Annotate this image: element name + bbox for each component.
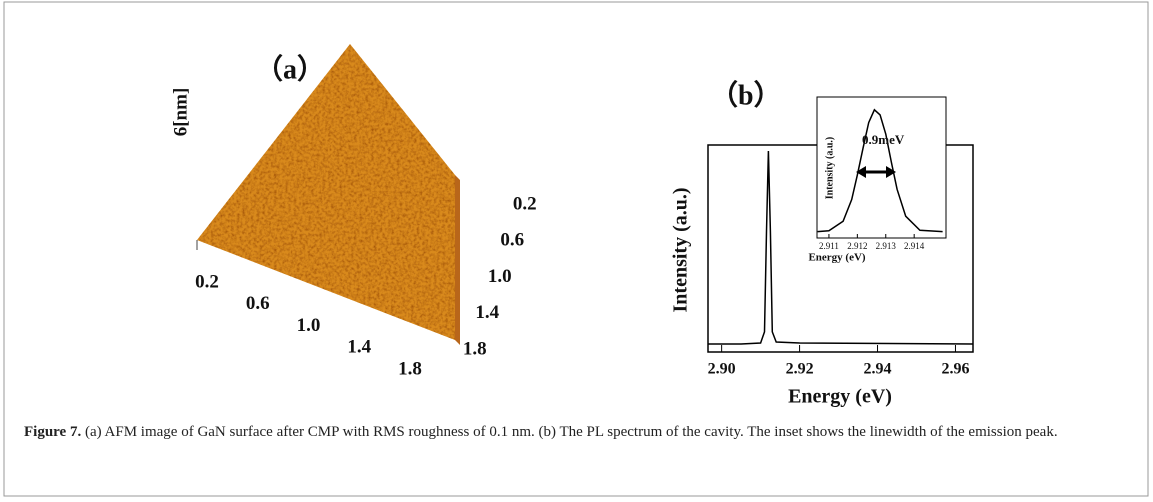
panel-label: （b） (710, 78, 782, 111)
y-tick-label: 0.6 (500, 230, 524, 251)
caption-label: Figure 7. (24, 424, 81, 440)
x-tick-label: 2.90 (708, 361, 736, 378)
y-tick-label: 0.2 (513, 193, 537, 214)
x-tick-label: 1.8 (398, 358, 422, 379)
x-tick-label: 2.92 (786, 361, 814, 378)
x-tick-label: 0.6 (246, 293, 270, 314)
x-tick-label: 2.912 (847, 241, 867, 251)
x-tick-label: 1.0 (297, 315, 321, 336)
surface-side (455, 175, 460, 345)
x-tick-label: 1.4 (347, 337, 371, 358)
y-axis-label: Intensity (a.u.) (670, 187, 692, 312)
surface (197, 44, 455, 340)
panel-label: （a） (255, 52, 325, 85)
x-tick-label: 2.913 (876, 241, 897, 251)
inset-y-label: Intensity (a.u.) (824, 137, 835, 200)
x-tick-label: 2.914 (904, 241, 925, 251)
caption: Figure 7. (a) AFM image of GaN surface a… (24, 422, 1134, 443)
x-tick-label: 2.96 (941, 361, 969, 378)
annotation: 0.9meV (862, 132, 905, 147)
x-axis-label: Energy (eV) (788, 386, 892, 408)
inset-x-label: Energy (eV) (808, 252, 865, 264)
x-tick-label: 2.94 (864, 361, 892, 378)
caption-text: (a) AFM image of GaN surface after CMP w… (85, 424, 1058, 440)
x-tick-label: 2.911 (819, 241, 839, 251)
afm-surface (197, 44, 460, 345)
z-label: 6[nm] (170, 88, 191, 137)
page: （a） 6[nm] （b） Energy (eV) Intensity (a.u… (0, 0, 1153, 502)
x-tick-label: 0.2 (195, 271, 219, 292)
y-tick-label: 1.4 (475, 302, 499, 323)
y-tick-label: 1.0 (488, 266, 512, 287)
y-tick-label: 1.8 (463, 338, 487, 359)
